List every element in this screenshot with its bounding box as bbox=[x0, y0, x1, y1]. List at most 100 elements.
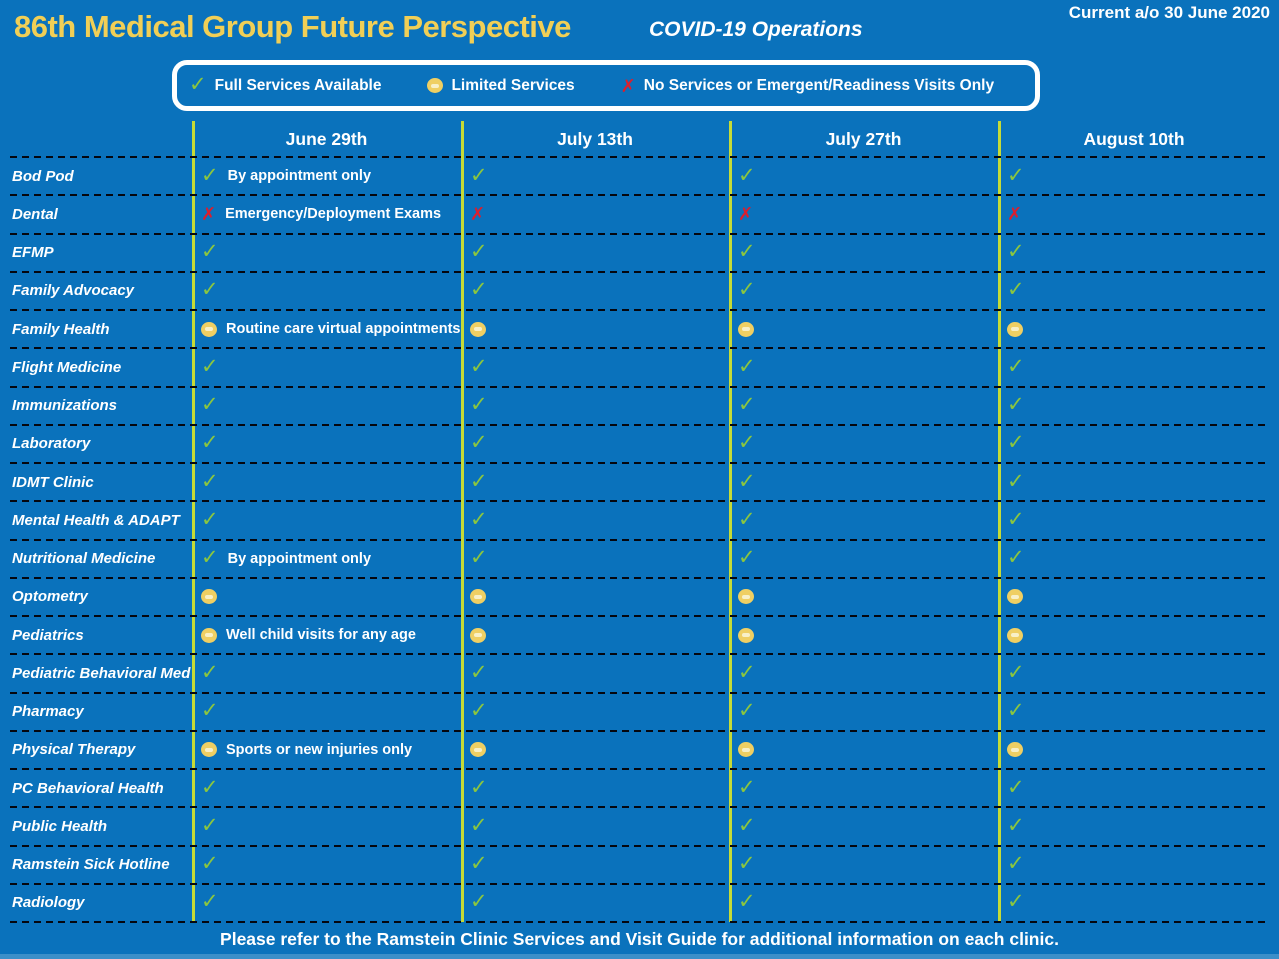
status-cell: ✓ bbox=[998, 699, 1270, 723]
full-services-check-icon: ✓ bbox=[201, 163, 219, 187]
full-services-check-icon: ✓ bbox=[189, 73, 207, 96]
full-services-check-icon: ✓ bbox=[1007, 699, 1025, 723]
full-services-check-icon: ✓ bbox=[201, 431, 219, 455]
full-services-check-icon: ✓ bbox=[738, 775, 756, 799]
full-services-check-icon: ✓ bbox=[201, 469, 219, 493]
legend: ✓ Full Services Available Limited Servic… bbox=[172, 60, 1040, 111]
status-cell: ✓ bbox=[729, 660, 998, 684]
full-services-check-icon: ✓ bbox=[201, 393, 219, 417]
clinic-label: Mental Health & ADAPT bbox=[12, 511, 180, 529]
column-divider-line bbox=[192, 121, 195, 922]
clinic-label: Radiology bbox=[12, 894, 85, 912]
limited-services-icon bbox=[738, 589, 754, 605]
no-services-x-icon: ✗ bbox=[620, 75, 636, 96]
clinic-label: Physical Therapy bbox=[12, 741, 136, 759]
bottom-edge-strip bbox=[0, 954, 1279, 959]
legend-item-full-services: ✓ Full Services Available bbox=[189, 73, 381, 96]
status-cell: ✓ bbox=[729, 509, 998, 531]
status-cell: ✓ bbox=[461, 356, 729, 378]
status-cell: ✓ bbox=[729, 431, 998, 455]
table-row: Pediatric Behavioral Med ✓ ✓ ✓ ✓ bbox=[10, 654, 1270, 694]
status-cell: ✓ bbox=[192, 279, 461, 301]
table-row: Ramstein Sick Hotline ✓ ✓ ✓ ✓ bbox=[10, 846, 1270, 886]
limited-services-icon-slot bbox=[1011, 327, 1019, 332]
status-cell: ✓ bbox=[729, 891, 998, 913]
clinic-label: Pharmacy bbox=[12, 703, 84, 721]
legend-item-limited-services: Limited Services bbox=[427, 77, 575, 95]
clinic-label: Family Advocacy bbox=[12, 282, 134, 300]
status-cell: ✓ bbox=[998, 509, 1270, 531]
clinic-label: Laboratory bbox=[12, 435, 91, 453]
limited-services-icon-slot bbox=[1011, 594, 1019, 599]
status-cell: Sports or new injuries only bbox=[192, 742, 461, 758]
table-row: Optometry bbox=[10, 578, 1270, 618]
full-services-check-icon: ✓ bbox=[201, 546, 219, 570]
full-services-check-icon: ✓ bbox=[1007, 240, 1025, 264]
status-note: By appointment only bbox=[227, 168, 372, 185]
table-row: Family Advocacy ✓ ✓ ✓ ✓ bbox=[10, 272, 1270, 312]
status-note: Well child visits for any age bbox=[226, 627, 416, 644]
status-note: By appointment only bbox=[227, 550, 372, 567]
legend-label: No Services or Emergent/Readiness Visits… bbox=[643, 76, 995, 94]
status-cell: ✓ bbox=[998, 165, 1270, 187]
status-cell bbox=[461, 742, 729, 758]
clinic-label: Public Health bbox=[12, 817, 108, 835]
full-services-check-icon: ✓ bbox=[738, 852, 756, 876]
limited-services-icon bbox=[470, 742, 486, 758]
full-services-check-icon: ✓ bbox=[201, 852, 219, 876]
clinic-label: Ramstein Sick Hotline bbox=[12, 856, 170, 874]
full-services-check-icon: ✓ bbox=[201, 354, 219, 378]
status-cell: ✓ bbox=[461, 891, 729, 913]
full-services-check-icon: ✓ bbox=[738, 163, 756, 187]
status-cell: ✓ bbox=[192, 469, 461, 493]
limited-services-icon bbox=[1007, 589, 1023, 605]
table-row: Bod Pod ✓ By appointment only ✓ ✓ ✓ bbox=[10, 157, 1270, 197]
status-cell: ✓ bbox=[998, 394, 1270, 416]
limited-services-icon bbox=[201, 321, 217, 337]
column-divider-line bbox=[729, 121, 732, 922]
status-cell: ✓ bbox=[192, 509, 461, 531]
status-cell: ✓ bbox=[461, 393, 729, 417]
limited-services-icon-slot bbox=[742, 594, 750, 599]
status-cell bbox=[729, 627, 998, 643]
full-services-check-icon: ✓ bbox=[470, 393, 488, 417]
full-services-check-icon: ✓ bbox=[201, 699, 219, 723]
full-services-check-icon: ✓ bbox=[738, 660, 756, 684]
status-cell: ✓ bbox=[998, 662, 1270, 684]
limited-services-icon-slot bbox=[1011, 747, 1019, 752]
full-services-check-icon: ✓ bbox=[1007, 354, 1025, 378]
full-services-check-icon: ✓ bbox=[738, 393, 756, 417]
no-services-x-icon: ✗ bbox=[1007, 204, 1023, 225]
full-services-check-icon: ✓ bbox=[738, 240, 756, 264]
full-services-check-icon: ✓ bbox=[470, 852, 488, 876]
limited-services-icon bbox=[201, 589, 217, 605]
status-cell: ✓ bbox=[729, 240, 998, 264]
status-cell: ✓ bbox=[192, 431, 461, 455]
limited-services-icon bbox=[470, 321, 486, 337]
full-services-check-icon: ✓ bbox=[738, 431, 756, 455]
limited-services-icon bbox=[738, 627, 754, 643]
status-cell bbox=[461, 627, 729, 643]
status-cell bbox=[729, 321, 998, 337]
clinic-label: EFMP bbox=[12, 244, 54, 262]
clinic-label: Flight Medicine bbox=[12, 358, 122, 376]
status-cell: ✓ bbox=[729, 163, 998, 187]
status-cell: ✓ bbox=[192, 852, 461, 876]
column-headers: June 29th July 13th July 27th August 10t… bbox=[10, 121, 1270, 157]
full-services-check-icon: ✓ bbox=[470, 163, 488, 187]
limited-services-icon-slot bbox=[474, 327, 482, 332]
full-services-check-icon: ✓ bbox=[1007, 813, 1025, 837]
limited-services-icon-slot bbox=[474, 747, 482, 752]
status-cell: ✓ bbox=[192, 241, 461, 263]
full-services-check-icon: ✓ bbox=[1007, 852, 1025, 876]
status-cell: ✓ bbox=[461, 547, 729, 569]
full-services-check-icon: ✓ bbox=[470, 699, 488, 723]
column-divider-line bbox=[461, 121, 464, 922]
status-cell bbox=[461, 321, 729, 337]
status-cell: ✗ bbox=[729, 205, 998, 223]
status-cell: ✓ bbox=[998, 240, 1270, 264]
table-row: PC Behavioral Health ✓ ✓ ✓ ✓ bbox=[10, 769, 1270, 809]
limited-services-icon-slot bbox=[431, 83, 440, 88]
clinic-label: Nutritional Medicine bbox=[12, 550, 156, 568]
